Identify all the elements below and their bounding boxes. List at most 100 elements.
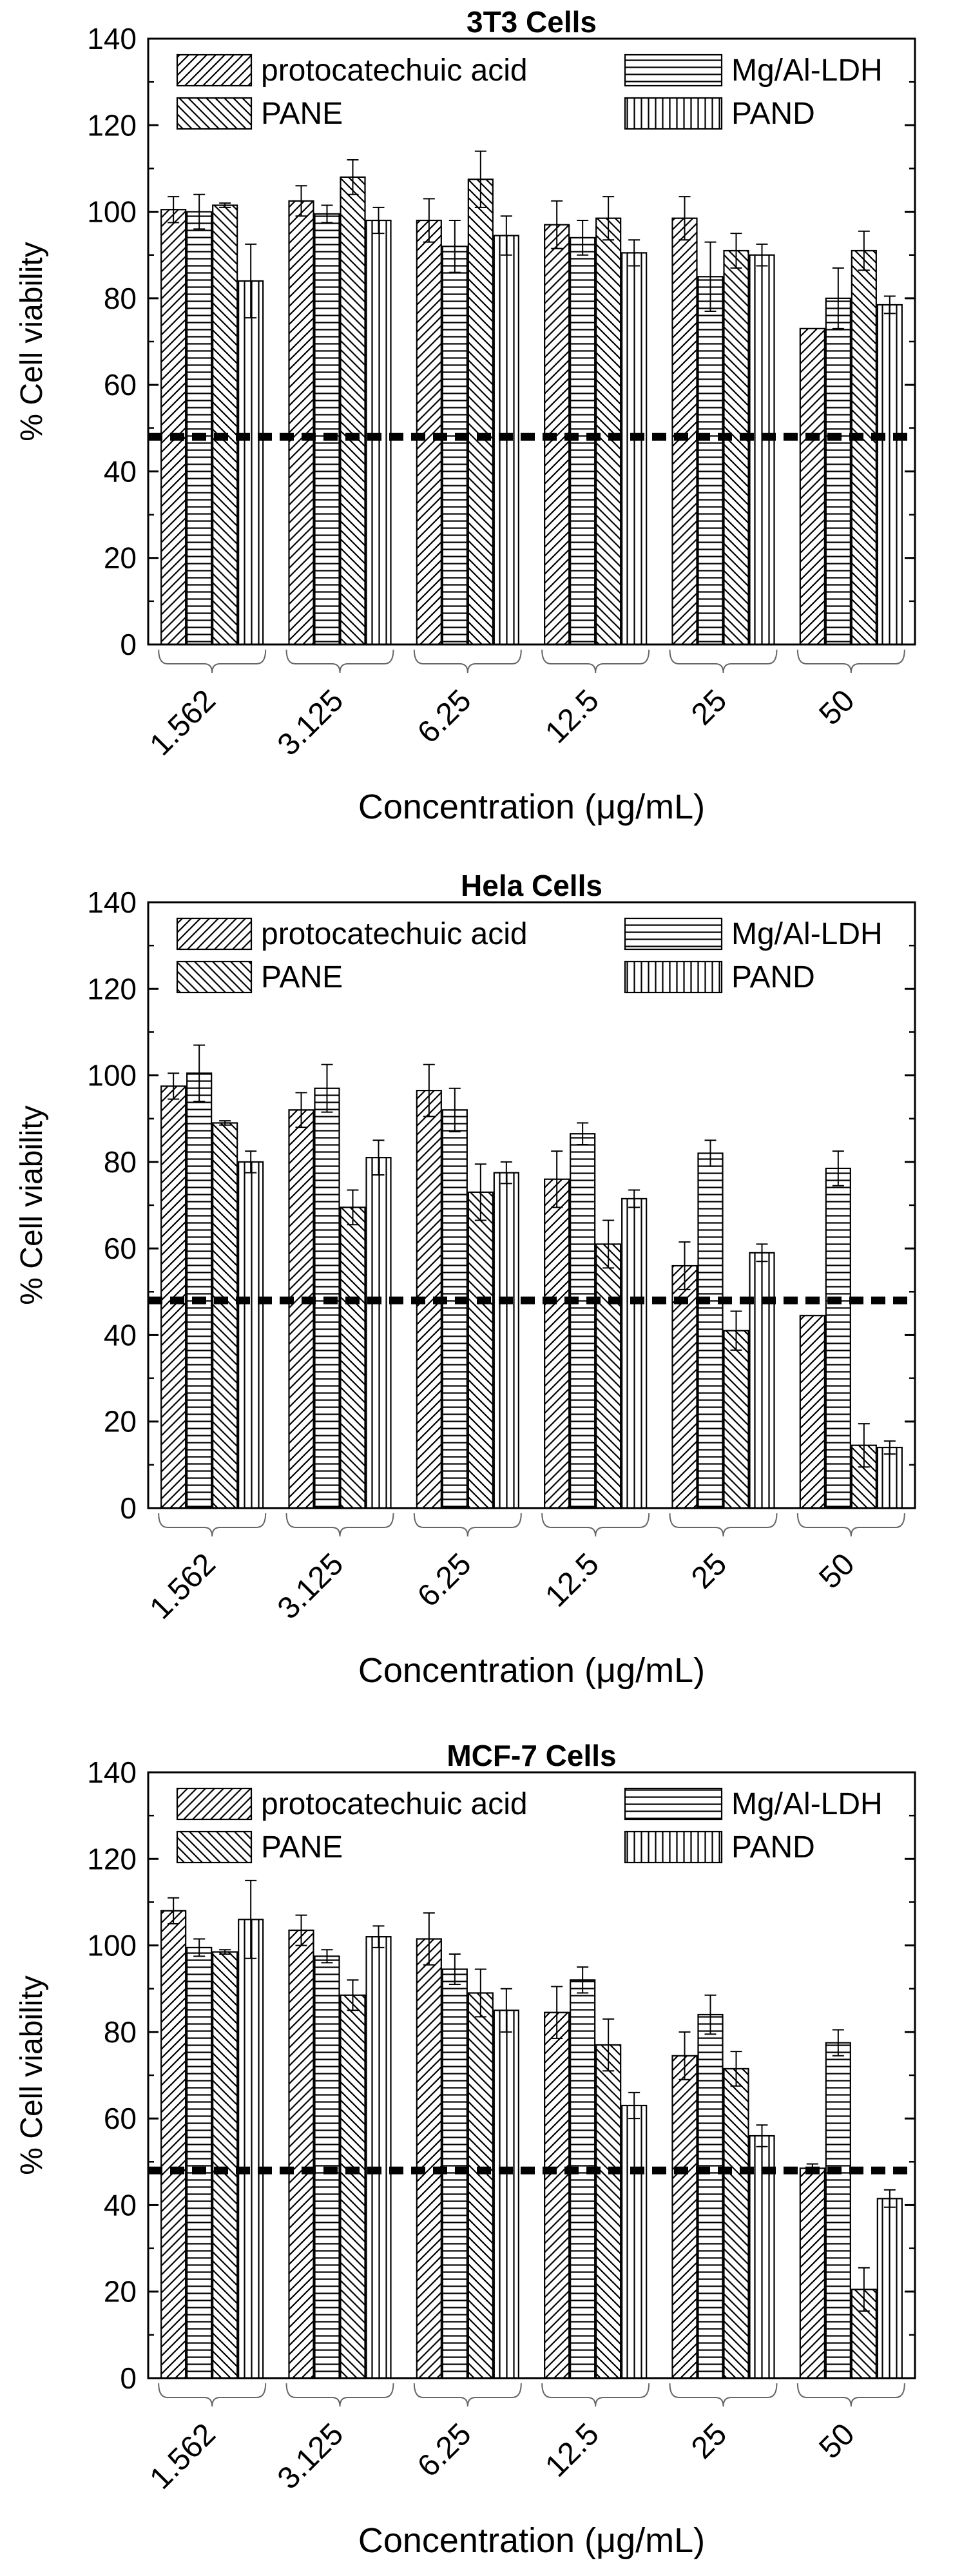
category-bracket <box>669 1513 778 1537</box>
chart-2: Hela Cells 0 20 40 60 80 100 120 140 % Cell viabi… <box>15 869 916 1690</box>
bar <box>544 2011 570 2379</box>
bar <box>441 246 468 646</box>
bar <box>621 252 648 646</box>
bar <box>288 1929 314 2379</box>
category-bracket <box>541 2383 650 2407</box>
bar <box>825 297 851 646</box>
x-tick-label: 1.562 <box>144 2417 222 2495</box>
x-tick-label: 6.25 <box>411 2417 478 2484</box>
x-axis-label: Concentration (μg/mL) <box>358 788 705 826</box>
y-tick-label: 140 <box>87 886 137 919</box>
legend-label: protocatechuic acid <box>261 53 528 88</box>
y-tick-label: 20 <box>104 1405 137 1438</box>
bar <box>595 217 622 646</box>
bar <box>365 1157 392 1509</box>
y-tick-label: 80 <box>104 1145 137 1179</box>
bar <box>314 213 340 646</box>
chart-1: 3T3 Cells 0 20 40 60 80 100 120 140 % Cell viabil… <box>15 5 916 826</box>
category-bracket <box>796 2383 905 2407</box>
y-tick-label: 100 <box>87 195 137 229</box>
legend-label: PAND <box>731 1830 815 1864</box>
bar <box>314 1087 340 1509</box>
category-bracket <box>669 649 778 673</box>
legend-swatch <box>176 917 253 951</box>
legend-swatch <box>624 1830 723 1864</box>
bar <box>288 1109 314 1509</box>
bar <box>365 219 392 646</box>
bar <box>212 1951 238 2379</box>
bar <box>723 2068 749 2379</box>
chart-title: 3T3 Cells <box>467 5 597 39</box>
category-bracket <box>158 649 267 673</box>
y-tick-label: 100 <box>87 1059 137 1092</box>
bar <box>493 235 519 646</box>
bar <box>186 211 213 646</box>
bar <box>314 1955 340 2379</box>
x-tick-label: 50 <box>813 1547 861 1595</box>
bar <box>365 1936 392 2379</box>
legend-label: Mg/Al-LDH <box>731 53 883 88</box>
x-tick-label: 3.125 <box>271 1547 350 1625</box>
bar <box>671 2055 698 2379</box>
bar <box>825 2042 851 2379</box>
legend-swatch <box>176 97 253 130</box>
bar <box>212 204 238 646</box>
bar <box>160 1085 187 1509</box>
x-tick-label: 50 <box>813 683 861 731</box>
x-tick-label: 1.562 <box>144 1547 222 1625</box>
legend-swatch <box>624 53 723 87</box>
legend-swatch <box>624 97 723 130</box>
y-tick-label: 60 <box>104 2102 137 2135</box>
x-axis-label: Concentration (μg/mL) <box>358 1651 705 1690</box>
legend-label: PAND <box>731 97 815 131</box>
bar <box>851 249 877 646</box>
y-tick-label: 20 <box>104 541 137 575</box>
legend-swatch <box>624 917 723 951</box>
y-tick-label: 120 <box>87 108 137 142</box>
bar <box>570 237 596 646</box>
bar <box>212 1122 238 1509</box>
x-tick-label: 25 <box>685 2417 733 2465</box>
bar <box>416 219 442 646</box>
x-tick-label: 12.5 <box>539 1547 606 1614</box>
bar <box>186 1072 213 1509</box>
category-bracket <box>669 2383 778 2407</box>
chart-3: MCF-7 Cells 0 20 40 60 80 100 120 140 % Cell viab… <box>15 1739 916 2560</box>
bar <box>621 2104 648 2379</box>
bar <box>416 1089 442 1509</box>
category-bracket <box>285 2383 394 2407</box>
y-tick-label: 60 <box>104 1232 137 1265</box>
bar <box>441 1109 468 1509</box>
bar <box>186 1946 213 2379</box>
category-bracket <box>413 1513 522 1537</box>
bar <box>697 276 724 646</box>
y-tick-label: 140 <box>87 1756 137 1789</box>
bar <box>493 2009 519 2379</box>
x-tick-label: 3.125 <box>271 2417 350 2495</box>
y-tick-label: 80 <box>104 282 137 315</box>
bar <box>544 224 570 646</box>
bar <box>697 1152 724 1509</box>
category-bracket <box>158 2383 267 2407</box>
bar <box>340 1206 366 1509</box>
y-tick-label: 0 <box>120 628 137 661</box>
legend-label: PANE <box>261 1830 343 1864</box>
legend-swatch <box>624 1787 723 1821</box>
category-bracket <box>541 649 650 673</box>
y-tick-label: 0 <box>120 2361 137 2395</box>
bar <box>467 1992 494 2379</box>
legend-swatch <box>624 960 723 994</box>
bar <box>160 209 187 646</box>
y-tick-label: 120 <box>87 972 137 1005</box>
series-group <box>160 1879 903 2379</box>
series-group <box>160 1044 903 1509</box>
chart-title: Hela Cells <box>461 869 602 902</box>
legend-label: PANE <box>261 97 343 131</box>
category-bracket <box>413 2383 522 2407</box>
y-tick-label: 40 <box>104 1318 137 1351</box>
category-bracket <box>796 1513 905 1537</box>
y-tick-label: 20 <box>104 2275 137 2309</box>
legend-label: protocatechuic acid <box>261 1787 528 1821</box>
bar <box>493 1172 519 1509</box>
